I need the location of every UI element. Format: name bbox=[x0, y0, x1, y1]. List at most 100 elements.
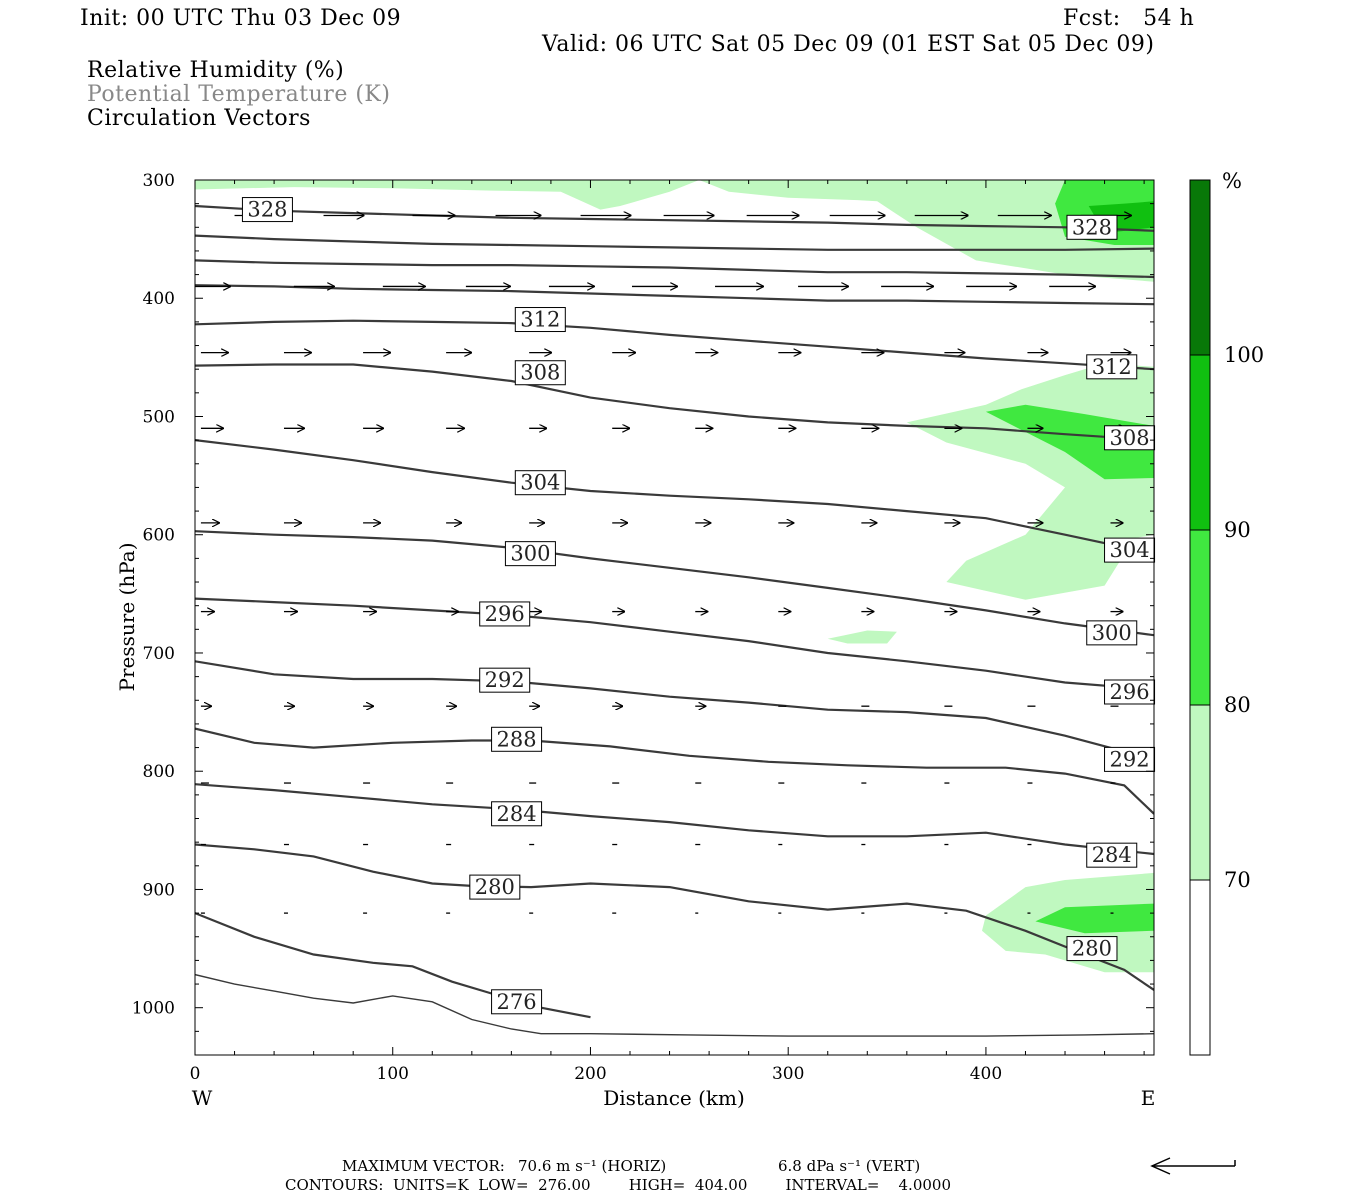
x-tick-label-0: 0 bbox=[190, 1064, 201, 1084]
rh-region-70-80-0 bbox=[195, 180, 700, 210]
colorbar-tick-90: 90 bbox=[1224, 518, 1251, 542]
x-axis-label: Distance (km) bbox=[603, 1086, 745, 1110]
theta-right-label-0: 328 bbox=[1072, 215, 1112, 239]
field-theta-label: Potential Temperature (K) bbox=[87, 82, 391, 107]
theta-contour-320-12 bbox=[195, 259, 1154, 279]
theta-contour-288-4 bbox=[195, 727, 1154, 815]
relative-humidity-shading bbox=[195, 180, 1154, 973]
theta-label-0-box bbox=[491, 989, 543, 1015]
field-rh-label: Relative Humidity (%) bbox=[87, 58, 345, 83]
theta-contour-280-2 bbox=[195, 843, 1154, 991]
theta-contour-316-11 bbox=[195, 284, 1154, 306]
colorbar-segment-0 bbox=[1189, 879, 1211, 1056]
theta-right-label-1-box bbox=[1086, 354, 1138, 380]
theta-right-label-7-box bbox=[1086, 842, 1138, 868]
reference-vector-arrow bbox=[1150, 1157, 1236, 1175]
theta-label-5-box bbox=[479, 667, 531, 693]
theta-right-label-3: 304 bbox=[1109, 538, 1149, 562]
theta-label-8: 304 bbox=[520, 471, 560, 495]
theta-right-label-5-box bbox=[1104, 679, 1156, 705]
x-tick-label-100: 100 bbox=[377, 1064, 409, 1084]
rh-region-80-90-6 bbox=[1035, 903, 1154, 934]
rh-region-70-80-2 bbox=[906, 363, 1154, 600]
max-vector-horiz: 70.6 m s⁻¹ (HORIZ) bbox=[518, 1157, 667, 1175]
theta-right-label-6: 292 bbox=[1109, 747, 1149, 771]
colorbar-segment-3 bbox=[1189, 354, 1211, 531]
contours-info: CONTOURS: UNITS=K LOW= 276.00 HIGH= 404.… bbox=[285, 1176, 951, 1194]
theta-right-label-0-box bbox=[1066, 214, 1118, 240]
theta-right-label-3-box bbox=[1104, 537, 1156, 563]
theta-contour-284-3 bbox=[195, 783, 1154, 856]
theta-contour-304-8 bbox=[195, 439, 1154, 555]
theta-label-6-box bbox=[479, 601, 531, 627]
max-vector-vert: 6.8 dPa s⁻¹ (VERT) bbox=[778, 1157, 921, 1175]
theta-label-2-box bbox=[469, 874, 521, 900]
theta-label-3: 284 bbox=[497, 802, 537, 826]
plot-frame bbox=[194, 179, 1155, 1056]
theta-label-9: 308 bbox=[520, 361, 560, 385]
theta-right-label-4-box bbox=[1086, 620, 1138, 646]
rh-region-70-80-1 bbox=[699, 180, 1154, 282]
theta-contour-328-14 bbox=[195, 204, 1154, 232]
colorbar-segment-2 bbox=[1189, 529, 1211, 706]
colorbar-tick-70: 70 bbox=[1224, 868, 1251, 892]
theta-label-7: 300 bbox=[510, 542, 550, 566]
theta-right-label-4: 300 bbox=[1092, 621, 1132, 645]
theta-right-label-7: 284 bbox=[1092, 843, 1132, 867]
x-tick-label-400: 400 bbox=[970, 1064, 1002, 1084]
theta-contour-308-9 bbox=[195, 363, 1154, 442]
theta-label-4: 288 bbox=[497, 727, 537, 751]
colorbar-tick-100: 100 bbox=[1224, 343, 1264, 367]
theta-label-3-box bbox=[491, 801, 543, 827]
y-tick-label-800: 800 bbox=[143, 762, 175, 782]
circulation-vectors bbox=[195, 215, 1131, 914]
theta-contour-324-13 bbox=[195, 234, 1154, 251]
theta-contour-labels: 276 280 284 288 292 296 300 304 308 312 328 328 312 3… bbox=[241, 197, 1156, 1015]
y-tick-label-500: 500 bbox=[143, 407, 175, 427]
y-tick-label-600: 600 bbox=[143, 526, 175, 546]
theta-right-label-1: 312 bbox=[1092, 355, 1132, 379]
theta-label-6: 296 bbox=[485, 602, 525, 626]
colorbar-segment-1 bbox=[1189, 704, 1211, 881]
y-tick-label-400: 400 bbox=[143, 289, 175, 309]
x-tick-label-200: 200 bbox=[574, 1064, 606, 1084]
theta-right-label-8-box bbox=[1066, 936, 1118, 962]
theta-label-10: 312 bbox=[520, 308, 560, 332]
theta-right-label-6-box bbox=[1104, 746, 1156, 772]
axes: 0 100 200 300 400 300 400 500 600 700 800 900 1000 bbox=[132, 171, 1154, 1084]
init-time: Init: 00 UTC Thu 03 Dec 09 bbox=[80, 6, 402, 31]
theta-label-10-box bbox=[514, 307, 566, 333]
max-vector-label: MAXIMUM VECTOR: bbox=[342, 1157, 505, 1175]
theta-contour-300-7 bbox=[195, 530, 1154, 637]
theta-contour-296-6 bbox=[195, 597, 1154, 691]
y-tick-label-300: 300 bbox=[143, 171, 175, 191]
y-tick-label-700: 700 bbox=[143, 644, 175, 664]
colorbar-tick-80: 80 bbox=[1224, 693, 1251, 717]
forecast-hour: Fcst: 54 h bbox=[1063, 6, 1195, 31]
colorbar: 70 80 90 100% bbox=[1189, 169, 1264, 1056]
theta-contour-276-0 bbox=[195, 973, 1154, 1037]
x-axis-east-label: E bbox=[1141, 1086, 1156, 1110]
theta-label-9-box bbox=[514, 360, 566, 386]
valid-time: Valid: 06 UTC Sat 05 Dec 09 (01 EST Sat … bbox=[542, 32, 1155, 57]
theta-contour-292-5 bbox=[195, 660, 1154, 761]
theta-label-14-box bbox=[241, 197, 293, 223]
theta-right-label-2-box bbox=[1104, 425, 1156, 451]
theta-label-5: 292 bbox=[485, 668, 525, 692]
theta-right-label-5: 296 bbox=[1109, 680, 1149, 704]
rh-region-70-80-3 bbox=[827, 630, 897, 644]
theta-label-4-box bbox=[491, 726, 543, 752]
theta-label-8-box bbox=[514, 470, 566, 496]
theta-right-label-2: 308 bbox=[1109, 426, 1149, 450]
theta-label-2: 280 bbox=[475, 875, 515, 899]
x-axis-west-label: W bbox=[192, 1086, 213, 1110]
field-vectors-label: Circulation Vectors bbox=[87, 106, 311, 131]
y-tick-label-1000: 1000 bbox=[132, 999, 175, 1019]
theta-label-7-box bbox=[504, 541, 556, 567]
x-tick-label-300: 300 bbox=[772, 1064, 804, 1084]
theta-contour-312-10 bbox=[195, 319, 1154, 371]
theta-label-0: 276 bbox=[497, 990, 537, 1014]
y-tick-label-900: 900 bbox=[143, 880, 175, 900]
y-axis-label: Pressure (hPa) bbox=[115, 543, 139, 692]
